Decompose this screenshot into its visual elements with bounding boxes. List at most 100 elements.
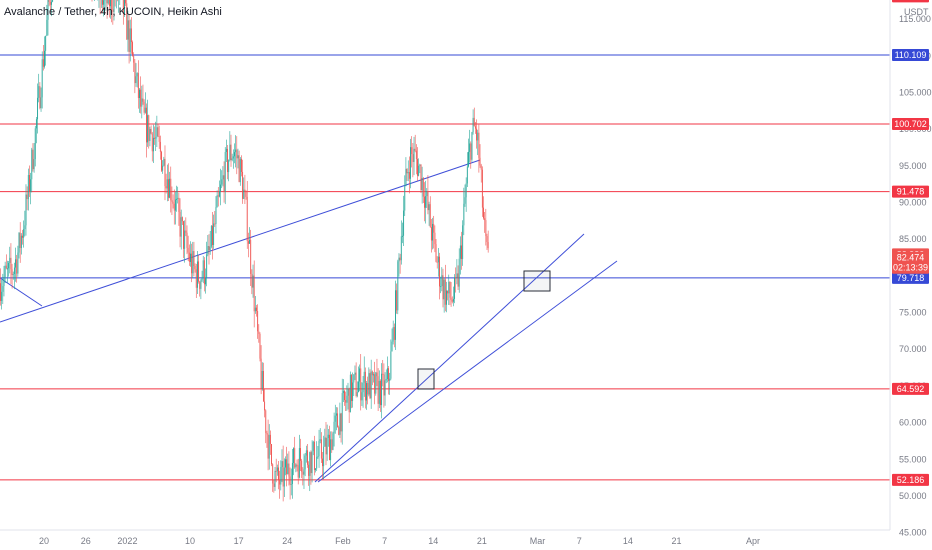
candle-body <box>13 267 15 275</box>
candle-body <box>228 160 230 173</box>
candle-body <box>305 450 307 456</box>
candle-body <box>359 368 361 382</box>
candle-body <box>401 235 403 237</box>
candle-body <box>170 178 172 201</box>
candle-body <box>30 179 32 192</box>
level-price-text: 52.186 <box>897 475 925 485</box>
candle-body <box>3 276 5 287</box>
candle-body <box>424 196 425 208</box>
candle-body <box>253 275 255 312</box>
candle-body <box>357 381 359 393</box>
candle-body <box>427 191 429 211</box>
candle-body <box>173 203 175 211</box>
level-price-text: 100.702 <box>894 119 927 129</box>
candle-body <box>196 261 198 288</box>
candle-body <box>429 204 431 228</box>
candle-body <box>129 28 131 52</box>
candle-body <box>222 175 224 180</box>
candle-body <box>177 197 179 199</box>
candle-body <box>186 232 188 248</box>
candle-body <box>33 159 35 170</box>
candle-body <box>376 372 378 377</box>
candle-body <box>264 401 266 411</box>
candle-body <box>25 194 27 226</box>
candle-body <box>326 438 328 455</box>
y-tick-label: 115.000 <box>899 14 931 24</box>
candle-body <box>290 483 292 485</box>
candle-body <box>178 197 180 212</box>
candle-body <box>337 413 339 428</box>
candle-body <box>148 115 150 141</box>
candle-body <box>442 275 444 300</box>
candle-body <box>176 198 178 200</box>
candle-body <box>221 179 223 185</box>
candle-body <box>407 172 409 174</box>
candle-body <box>435 244 437 262</box>
candle-body <box>479 157 481 166</box>
candle-body <box>276 467 278 472</box>
candle-body <box>354 372 356 375</box>
candle-body <box>461 245 462 260</box>
x-tick-label: Feb <box>335 536 351 546</box>
candle-body <box>238 155 240 182</box>
trend-line[interactable] <box>0 277 43 307</box>
candle-body <box>333 421 335 434</box>
trend-line[interactable] <box>0 159 481 323</box>
candle-body <box>373 374 374 376</box>
candle-body <box>327 434 329 439</box>
candle-body <box>26 194 28 200</box>
candle-body <box>368 373 370 395</box>
candle-body <box>391 341 393 352</box>
candle-body <box>478 132 480 158</box>
candle-body <box>458 258 460 287</box>
candle-body <box>130 28 132 43</box>
candle-body <box>48 0 50 2</box>
y-tick-label: 95.000 <box>899 161 927 171</box>
candle-body <box>49 1 51 5</box>
candle-body <box>11 269 13 275</box>
candle-body <box>32 149 34 170</box>
candle-body <box>156 127 158 138</box>
candle-body <box>22 235 23 238</box>
candle-body <box>471 132 473 160</box>
candle-body <box>411 147 413 155</box>
candle-body <box>349 374 351 413</box>
level-price-badge <box>892 0 929 3</box>
candle-body <box>396 290 398 311</box>
candle-body <box>161 151 162 171</box>
candle-body <box>239 158 241 182</box>
candle-body <box>338 427 340 435</box>
box-annotation[interactable] <box>417 368 435 390</box>
candle-body <box>268 434 270 459</box>
candle-body <box>214 223 216 225</box>
candle-body <box>165 186 167 189</box>
candle-body <box>234 152 235 157</box>
candle-body <box>282 461 284 487</box>
candle-body <box>16 259 18 274</box>
candle-body <box>203 260 205 285</box>
candle-body <box>371 371 373 376</box>
trend-line[interactable] <box>314 233 585 483</box>
candle-body <box>150 129 152 134</box>
candle-body <box>200 280 202 289</box>
box-annotation[interactable] <box>523 270 551 292</box>
candle-body <box>403 210 405 236</box>
candle-body <box>208 246 210 251</box>
candle-body <box>419 164 421 166</box>
x-tick-label: 26 <box>81 536 91 546</box>
candle-body <box>201 278 203 281</box>
candle-body <box>107 0 109 4</box>
candle-body <box>381 373 383 406</box>
candle-body <box>382 373 384 375</box>
trend-line[interactable] <box>317 260 618 483</box>
currency-label[interactable]: USDT <box>904 7 929 17</box>
candle-body <box>444 279 446 305</box>
candle-body <box>447 290 449 294</box>
candle-body <box>366 383 367 401</box>
candle-body <box>9 257 11 263</box>
candle-body <box>295 464 297 468</box>
candle-body <box>451 299 453 302</box>
candle-body <box>279 479 281 485</box>
